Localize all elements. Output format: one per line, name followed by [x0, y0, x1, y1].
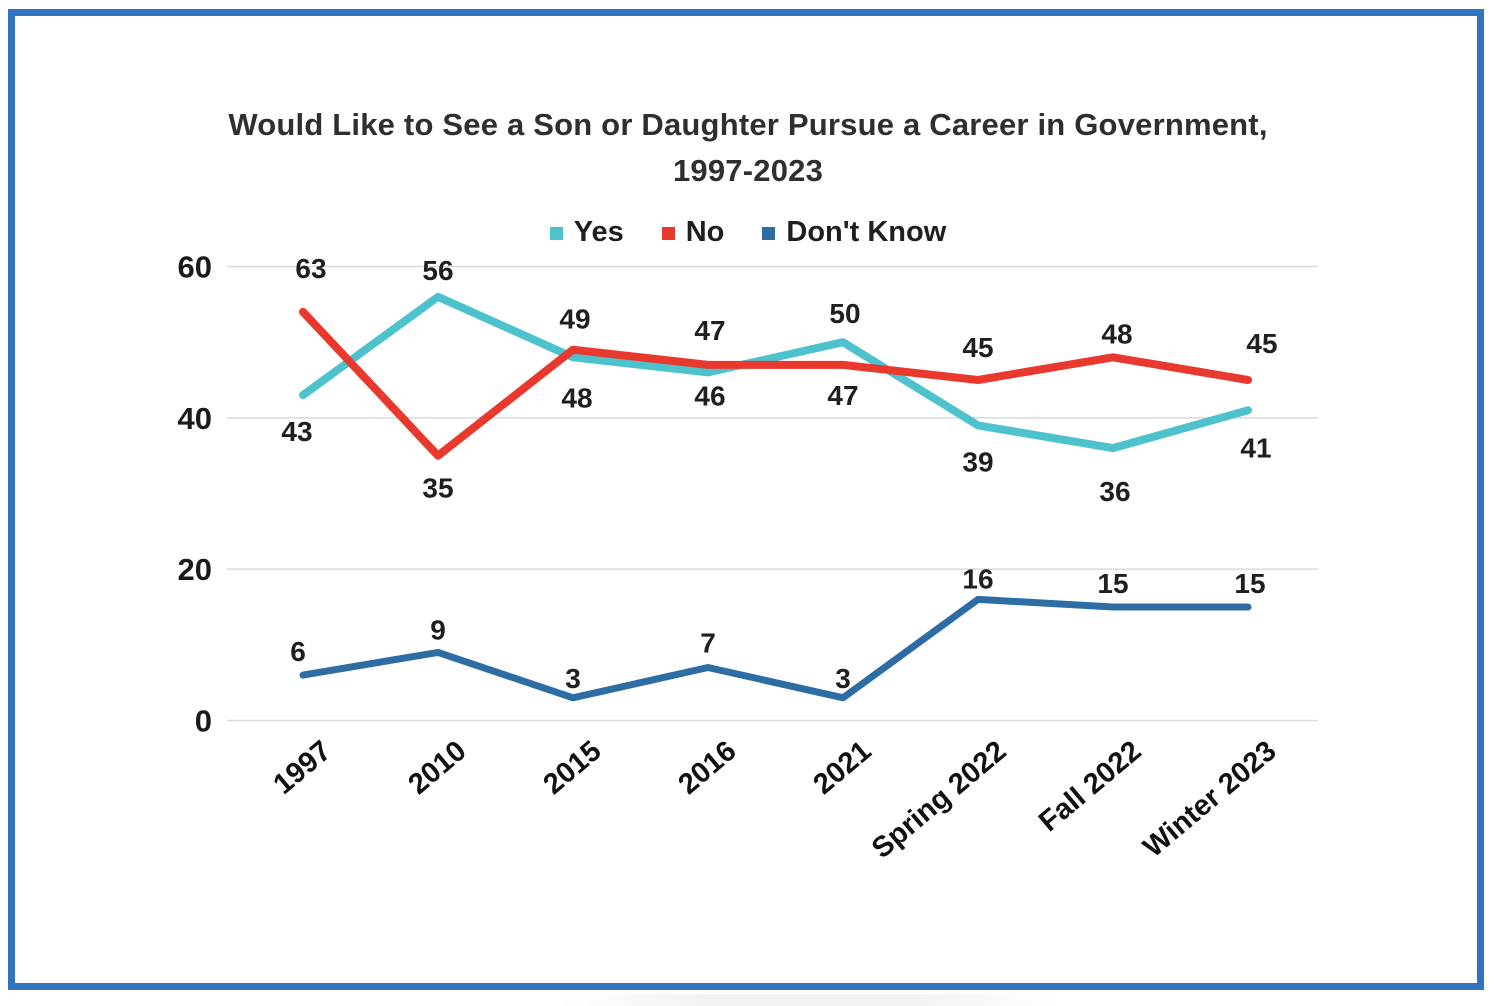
x-tick-label: Winter 2023: [1137, 735, 1282, 864]
data-label-yes: 48: [561, 382, 592, 413]
x-tick-label: 2021: [808, 735, 878, 801]
x-tick-label: 2010: [403, 735, 473, 801]
data-label-don-t-know: 15: [1234, 568, 1265, 599]
data-label-don-t-know: 3: [565, 663, 581, 694]
y-tick-label: 0: [195, 704, 212, 739]
shadow-artifact: [560, 994, 1060, 1006]
data-label-no: 63: [295, 253, 326, 284]
chart-frame: [8, 9, 1484, 990]
data-label-yes: 46: [694, 380, 725, 411]
x-tick-label: 2015: [538, 735, 608, 801]
data-label-yes: 43: [281, 416, 312, 447]
data-label-no: 49: [559, 304, 590, 335]
legend-item-no: No: [661, 216, 725, 249]
data-label-don-t-know: 9: [430, 614, 446, 645]
legend-label-yes: Yes: [573, 216, 624, 248]
y-tick-label: 40: [178, 401, 212, 436]
x-tick-label: 1997: [268, 735, 338, 801]
data-label-no: 47: [827, 380, 858, 411]
series-line-don-t-know: [299, 595, 1252, 702]
data-label-yes: 41: [1240, 432, 1271, 463]
data-label-yes: 39: [962, 446, 993, 477]
x-tick-label: 2016: [673, 735, 743, 801]
y-tick-label: 20: [178, 552, 212, 587]
chart-title-line1: Would Like to See a Son or Daughter Purs…: [228, 107, 1268, 142]
data-label-don-t-know: 3: [835, 663, 851, 694]
data-label-yes: 56: [422, 255, 453, 286]
data-label-no: 35: [422, 473, 453, 504]
series-line-yes: [299, 292, 1252, 453]
data-label-yes: 36: [1099, 476, 1130, 507]
legend-swatch-yes: [549, 227, 563, 240]
chart-title: Would Like to See a Son or Daughter Purs…: [0, 102, 1496, 194]
legend: Yes No Don't Know: [0, 216, 1496, 249]
legend-label-no: No: [685, 216, 725, 248]
legend-label-dont-know: Don't Know: [786, 216, 947, 248]
legend-swatch-dont-know: [762, 227, 776, 240]
legend-swatch-no: [661, 227, 675, 240]
x-tick-label: Fall 2022: [1033, 735, 1147, 838]
chart-title-line2: 1997-2023: [672, 153, 824, 188]
series-line-no: [299, 307, 1252, 460]
data-label-don-t-know: 7: [700, 628, 716, 659]
legend-item-dont-know: Don't Know: [762, 216, 946, 249]
data-label-no: 47: [694, 315, 725, 346]
x-tick-label: Spring 2022: [866, 735, 1013, 865]
legend-item-yes: Yes: [549, 216, 624, 249]
data-label-don-t-know: 6: [290, 636, 306, 667]
data-label-no: 48: [1101, 318, 1132, 349]
data-label-yes: 50: [829, 298, 860, 329]
data-label-no: 45: [1246, 328, 1277, 359]
data-label-don-t-know: 16: [962, 563, 993, 594]
y-tick-label: 60: [178, 249, 212, 284]
data-label-don-t-know: 15: [1097, 568, 1128, 599]
data-label-no: 45: [962, 332, 993, 363]
